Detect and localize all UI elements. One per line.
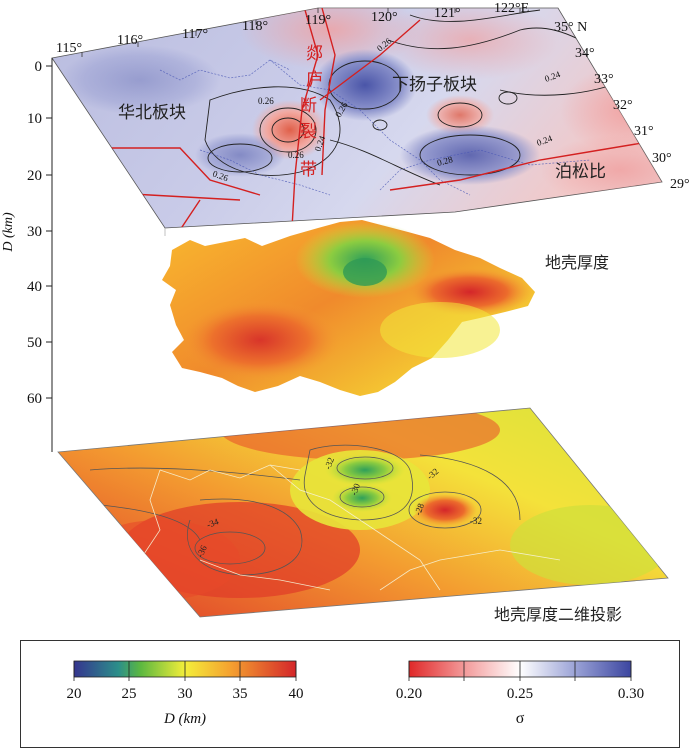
contour-label: -30 [348,482,362,497]
sigma-legend-tick: 0.30 [618,686,644,702]
depth-tick-label: 0 [35,59,43,75]
high-sigma-anomaly [195,133,285,177]
latitude-labels: 35° N 34° 33° 32° 31° 30° 29° [554,20,690,192]
lon-label: 117° [182,27,208,42]
low-sigma-anomaly [426,95,494,135]
north-china-block-label: 华北板块 [118,103,186,123]
contour-label: -28 [412,502,426,517]
lon-label: 122°E [494,1,529,16]
contour-label: 0.28 [436,154,454,168]
high-sigma-anomaly [400,125,540,185]
tanlu-char: 裂 [300,122,317,142]
tanlu-char: 庐 [306,70,323,90]
projection-label: 地壳厚度二维投影 [494,605,622,624]
province-boundaries [139,464,561,591]
projection-contours [89,444,521,576]
lon-label: 118° [242,19,268,34]
tanlu-char: 带 [300,160,317,180]
contour-label: -36 [195,543,209,559]
high-sigma-anomaly [60,45,220,115]
thin-crust-zone [325,454,405,486]
projection-contour-labels: -32 -30 -32 -28 -32 -34 -36 [195,456,482,559]
legend-panel: 20 25 30 35 40 D (km) 0.20 0.25 0.30 σ [20,640,680,748]
crust-thickness-surface: 地壳厚度 [162,220,609,396]
depth-legend-tick: 20 [67,686,82,702]
lat-label: 31° [634,124,654,139]
depth-tick-label: 10 [27,111,42,127]
tanlu-char: 断 [300,96,317,116]
thin-crust-zone [332,484,392,512]
poisson-ratio-layer: 115° 116° 117° 118° 119° 120° 121° 122°E… [51,1,690,229]
longitude-labels: 115° 116° 117° 118° 119° 120° 121° 122°E [56,1,529,56]
lon-label: 115° [56,41,82,56]
depth-tick-label: 20 [27,168,42,184]
depth-legend-tick: 25 [122,686,137,702]
depth-axis-label: D (km) [1,212,16,253]
tanlu-char: 郯 [306,44,323,64]
poisson-ratio-label: 泊松比 [555,162,606,182]
depth-tick-label: 40 [27,279,42,295]
crust-thickness-projection: -32 -30 -32 -28 -32 -34 -36 地壳厚度二维投影 [57,407,669,624]
crust-thickness-label: 地壳厚度 [545,253,609,272]
sigma-legend-tick: 0.25 [507,686,533,702]
depth-legend-tick: 30 [178,686,193,702]
contour-label: -32 [322,456,336,471]
thick-crust-zone [80,520,240,600]
thin-crust-core [343,258,387,286]
high-sigma-anomaly [313,49,417,121]
depth-legend-label: D (km) [163,711,206,727]
sigma-legend-tick: 0.20 [396,686,422,702]
lon-label: 119° [305,13,331,28]
lower-yangtze-block-label: 下扬子板块 [392,75,477,95]
lat-label: 30° [652,151,672,166]
depth-legend-tick: 40 [289,686,304,702]
contour-label: -34 [205,516,220,530]
depth-tick-label: 30 [27,224,42,240]
depth-tick-label: 60 [27,391,42,407]
depth-axis: 0 10 20 30 40 50 60 D (km) [1,58,53,452]
thick-crust-zone [180,300,340,380]
sigma-legend-label: σ [516,710,525,727]
contour-label: 0.26 [288,150,304,160]
transition-zone [380,302,500,358]
lat-label: 29° [670,177,690,192]
province-boundaries [159,59,591,196]
lat-label: 34° [575,46,595,61]
lat-label: 33° [594,72,614,87]
legend-svg: 20 25 30 35 40 D (km) 0.20 0.25 0.30 σ [67,660,644,727]
lat-label: 32° [613,98,633,113]
contour-label: -32 [470,516,482,526]
lat-label: 35° N [554,20,587,35]
lon-label: 120° [371,10,398,25]
lon-label: 116° [117,33,143,48]
contour-label: 0.26 [258,96,274,106]
low-sigma-zone [380,8,560,80]
transition-zone [510,505,668,585]
depth-legend-tick: 35 [233,686,248,702]
lon-label: 121° [434,6,461,21]
thick-crust-zone [413,494,477,526]
tanlu-fault-zone-label: 郯 庐 断 裂 带 [300,44,323,180]
lon-ticks [81,8,521,57]
depth-tick-label: 50 [27,335,42,351]
